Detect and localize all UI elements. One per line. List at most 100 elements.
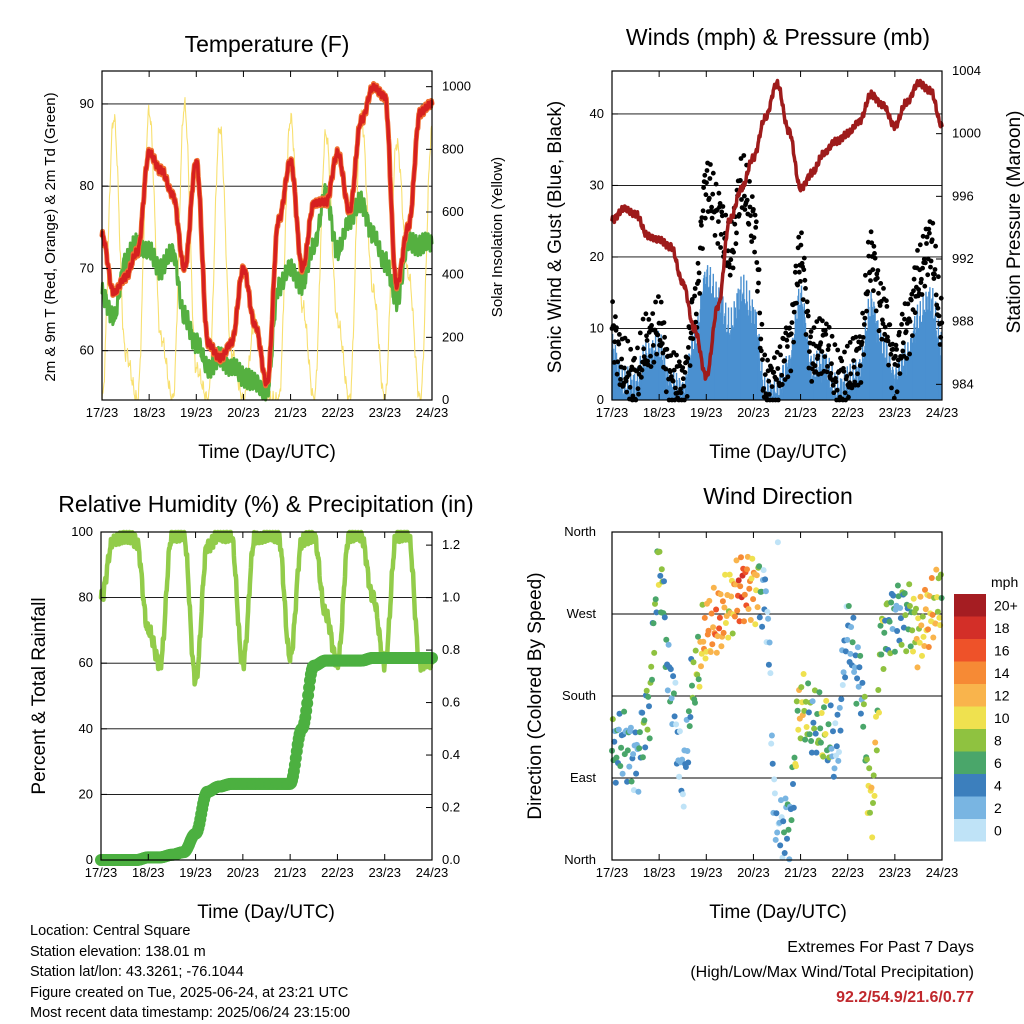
wind-direction-point (802, 736, 809, 743)
wind-gust-point (749, 194, 755, 200)
wind-gust-point (685, 356, 691, 361)
wind-gust-point (848, 371, 854, 377)
wind-direction-point (778, 797, 784, 804)
wind-gust-point (614, 325, 619, 331)
wind-gust-point (653, 299, 658, 305)
wind-gust-point (643, 311, 649, 317)
temperature-ylabel: 2m & 9m T (Red, Orange) & 2m Td (Green) (42, 92, 59, 381)
wind-direction-point (765, 615, 772, 622)
wind-gust-point (889, 385, 894, 391)
colorbar-label: 20+ (994, 597, 1018, 613)
wind-gust-point (824, 321, 829, 327)
wind-gust-point (784, 337, 790, 343)
wind-gust-point (841, 369, 847, 374)
wind-gust-point (789, 320, 795, 325)
wind-gust-point (825, 347, 831, 352)
wind-direction-point (713, 649, 720, 656)
station-location: Location: Central Square (30, 923, 191, 939)
wind-direction-point (851, 664, 858, 671)
wind-direction-point (680, 803, 687, 810)
wind-direction-y-label: North (564, 524, 596, 539)
wind-gust-point (612, 339, 618, 345)
wind-gust-point (669, 374, 674, 379)
wind-gust-point (753, 219, 759, 225)
wind-gust-point (862, 315, 868, 321)
wind-direction-point (613, 754, 620, 761)
wind-gust-point (865, 289, 871, 295)
wind-direction-point (821, 704, 827, 711)
wind-gust-point (687, 363, 693, 368)
wind-gust-point (760, 357, 765, 362)
winds-y2-tick-label: 1004 (952, 63, 981, 78)
wind-gust-point (710, 191, 716, 197)
wind-direction-point (936, 614, 943, 621)
wind-gust-point (766, 392, 772, 397)
wind-gust-point (807, 349, 812, 354)
wind-gust-point (846, 394, 851, 400)
wind-gust-point (756, 280, 761, 286)
wind-direction-point (786, 856, 793, 863)
wind-direction-point (729, 630, 736, 637)
wind-direction-point (872, 739, 879, 746)
wind-direction-point (764, 608, 771, 615)
wind-gust-point (723, 212, 729, 218)
humidity-y2-tick-label: 0.0 (442, 852, 460, 867)
wind-gust-point (795, 282, 800, 288)
wind-direction-point (636, 729, 643, 736)
wind-gust-point (808, 329, 814, 334)
wind-gust-point (908, 297, 914, 303)
wind-direction-point (777, 842, 784, 849)
wind-gust-point (796, 269, 802, 275)
wind-direction-point (771, 790, 778, 797)
wind-gust-point (771, 369, 777, 375)
extremes-title: Extremes For Past 7 Days (787, 939, 974, 956)
wind-gust-point (868, 229, 874, 235)
wind-direction-point (685, 708, 692, 715)
wind-gust-point (687, 325, 692, 331)
wind-direction-point (810, 719, 817, 726)
wind-gust-point (696, 278, 701, 284)
wind-direction-point (919, 613, 926, 620)
wind-gust-point (785, 374, 791, 380)
wind-gust-point (749, 239, 755, 245)
wind-gust-point (884, 298, 889, 304)
wind-gust-point (624, 389, 630, 395)
wind-direction-point (698, 663, 704, 670)
wind-direction-point (906, 581, 913, 588)
wind-direction-point (641, 717, 648, 724)
wind-gust-point (842, 349, 847, 355)
wind-gust-point (803, 332, 809, 337)
wind-gust-point (885, 334, 890, 340)
wind-gust-point (680, 365, 686, 370)
wind-direction-point (649, 676, 655, 683)
wind-gust-point (801, 267, 807, 273)
extremes-subtitle: (High/Low/Max Wind/Total Precipitation) (690, 964, 974, 981)
humidity-y-tick-label: 40 (79, 721, 93, 736)
wind-direction-point (781, 829, 787, 836)
wind-gust-point (698, 219, 704, 225)
wind-direction-point (722, 571, 729, 578)
wind-gust-point (856, 345, 862, 351)
wind-direction-point (705, 627, 712, 634)
wind-gust-point (859, 339, 865, 345)
wind-gust-point (654, 351, 660, 357)
wind-gust-point (885, 338, 891, 344)
colorbar-swatch (954, 639, 986, 662)
colorbar-swatch (954, 616, 986, 639)
wind-gust-point (888, 351, 894, 357)
wind-gust-point (742, 207, 748, 212)
wind-direction-point (741, 591, 748, 598)
colorbar-label: 0 (994, 822, 1002, 838)
wind-gust-point (637, 330, 643, 336)
wind-gust-point (872, 255, 878, 261)
wind-direction-point (805, 680, 812, 687)
wind-direction-point (773, 810, 780, 817)
wind-gust-point (700, 208, 706, 214)
temperature-y2-tick-label: 200 (442, 329, 464, 344)
wind-direction-point (818, 710, 825, 716)
wind-gust-point (860, 335, 866, 340)
wind-direction-point (663, 636, 670, 643)
figure-created: Figure created on Tue, 2025-06-24, at 23… (30, 984, 349, 1001)
winds-y2-tick-label: 984 (952, 376, 974, 391)
wind-direction-point (700, 638, 707, 645)
